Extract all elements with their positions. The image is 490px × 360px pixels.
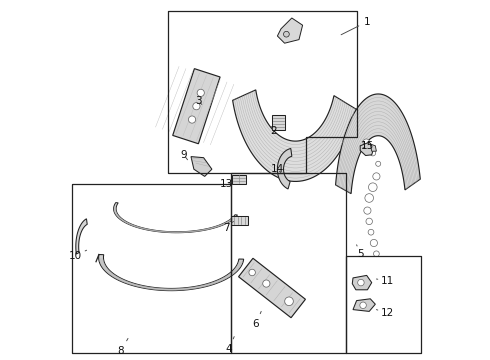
Text: 8: 8 (118, 338, 128, 356)
Circle shape (368, 229, 374, 235)
Polygon shape (191, 157, 212, 176)
Text: 7: 7 (223, 221, 233, 233)
Circle shape (263, 280, 270, 287)
Polygon shape (370, 144, 376, 151)
Text: 15: 15 (361, 141, 374, 151)
Circle shape (197, 89, 204, 96)
Polygon shape (277, 18, 303, 43)
Circle shape (189, 116, 196, 123)
Polygon shape (114, 203, 238, 233)
Text: 14: 14 (271, 164, 284, 174)
Polygon shape (172, 69, 220, 144)
Polygon shape (272, 115, 285, 130)
Polygon shape (360, 142, 374, 156)
Circle shape (365, 194, 373, 202)
Text: 13: 13 (220, 179, 233, 189)
Polygon shape (232, 175, 246, 184)
Text: 10: 10 (69, 250, 87, 261)
Circle shape (370, 150, 376, 156)
Circle shape (373, 251, 379, 257)
Circle shape (373, 173, 380, 180)
Circle shape (360, 302, 367, 309)
Polygon shape (98, 255, 244, 291)
Polygon shape (353, 299, 375, 311)
Text: 11: 11 (376, 276, 394, 286)
Polygon shape (233, 90, 356, 181)
Text: 2: 2 (270, 126, 277, 136)
Polygon shape (336, 94, 420, 194)
Text: 12: 12 (376, 308, 394, 318)
Circle shape (249, 269, 255, 276)
Circle shape (358, 279, 364, 286)
Circle shape (193, 103, 200, 110)
Circle shape (285, 297, 294, 306)
Polygon shape (277, 148, 292, 189)
Text: 1: 1 (341, 17, 371, 35)
Text: 3: 3 (195, 96, 202, 106)
Polygon shape (76, 219, 87, 254)
Circle shape (368, 183, 377, 192)
Circle shape (284, 31, 289, 37)
Circle shape (366, 218, 372, 225)
Text: 5: 5 (357, 245, 364, 259)
Polygon shape (239, 258, 305, 318)
Polygon shape (231, 216, 248, 225)
Text: 9: 9 (180, 150, 188, 160)
Circle shape (364, 207, 371, 214)
Text: 4: 4 (225, 337, 234, 354)
Text: 6: 6 (252, 311, 261, 329)
Polygon shape (352, 275, 372, 290)
Circle shape (370, 239, 377, 247)
Circle shape (363, 139, 369, 145)
Circle shape (376, 161, 381, 166)
